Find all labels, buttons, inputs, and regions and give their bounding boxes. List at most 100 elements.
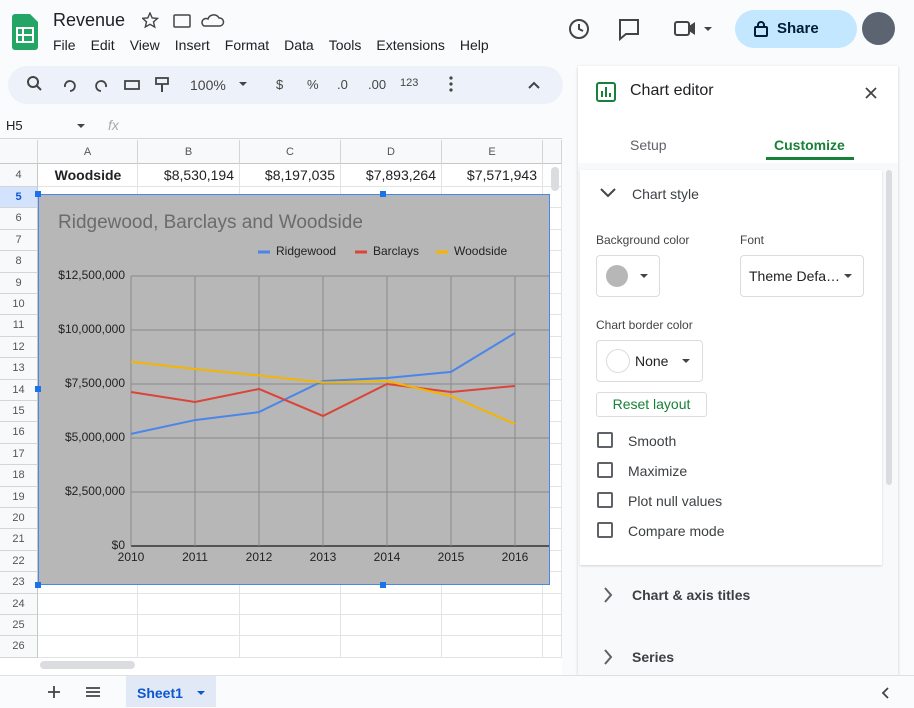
swatch bbox=[606, 349, 630, 373]
toolbar-button[interactable]: $ bbox=[276, 77, 284, 92]
grid-cell bbox=[341, 636, 442, 658]
toolbar-button[interactable]: % bbox=[307, 77, 319, 92]
menu-item[interactable]: Tools bbox=[328, 37, 362, 53]
row-header: 7 bbox=[0, 229, 38, 252]
close-button[interactable] bbox=[864, 86, 878, 100]
font-select[interactable]: Theme Defa… bbox=[740, 255, 864, 297]
grid-cell bbox=[38, 164, 138, 187]
handle[interactable] bbox=[35, 582, 41, 588]
chart[interactable]: Ridgewood, Barclays and Woodside $0 $2,50… bbox=[38, 194, 550, 585]
sheet-tab-label: Sheet1 bbox=[137, 685, 183, 701]
doc-title[interactable]: Revenue bbox=[53, 10, 126, 30]
expand-icon[interactable] bbox=[603, 649, 613, 665]
checkbox[interactable] bbox=[597, 522, 613, 538]
legend-label: Ridgewood bbox=[276, 244, 336, 258]
x-tick-label: 2010 bbox=[118, 550, 145, 564]
top-icons[interactable] bbox=[567, 16, 717, 42]
avatar[interactable] bbox=[862, 12, 895, 45]
handle[interactable] bbox=[35, 191, 41, 197]
row-header: 6 bbox=[0, 208, 38, 230]
section-title[interactable]: Chart & axis titles bbox=[632, 587, 751, 603]
handle[interactable] bbox=[380, 582, 386, 588]
v-scrollbar[interactable] bbox=[551, 167, 559, 191]
border-select[interactable]: None bbox=[596, 340, 703, 382]
cell-text[interactable]: $8,530,194 bbox=[163, 167, 234, 183]
style-card bbox=[580, 170, 882, 565]
section-title[interactable]: Chart style bbox=[632, 186, 699, 202]
toolbar-button[interactable]: .00 bbox=[368, 77, 387, 92]
tab[interactable]: Customize bbox=[774, 137, 845, 153]
menu-item[interactable]: Extensions bbox=[376, 37, 445, 53]
grid-cell bbox=[543, 379, 562, 401]
bg-color-picker[interactable] bbox=[596, 255, 660, 297]
toolbar-more[interactable] bbox=[444, 74, 554, 94]
toolbar-icons[interactable] bbox=[26, 75, 176, 95]
menu-item[interactable]: Format bbox=[224, 37, 270, 53]
grid-cell bbox=[38, 636, 138, 658]
menu-item[interactable]: Data bbox=[284, 37, 314, 53]
handle[interactable] bbox=[35, 386, 41, 392]
section-title[interactable]: Series bbox=[632, 649, 675, 665]
share-button[interactable]: Share bbox=[735, 10, 857, 48]
row-header: 15 bbox=[0, 401, 38, 423]
divider bbox=[0, 138, 562, 139]
cell-text[interactable]: Woodside bbox=[54, 167, 122, 183]
grid-cell bbox=[341, 593, 442, 615]
grid-cell bbox=[543, 465, 562, 487]
title-icons[interactable] bbox=[142, 12, 228, 30]
checkbox-label: Smooth bbox=[628, 433, 677, 449]
editor-scrollbar[interactable] bbox=[886, 170, 892, 485]
menu-item[interactable]: File bbox=[53, 37, 76, 53]
legend-label: Woodside bbox=[454, 244, 507, 258]
cell-text[interactable]: $7,571,943 bbox=[466, 167, 537, 183]
row-header: 5 bbox=[0, 187, 38, 209]
cell-text[interactable]: $7,893,264 bbox=[365, 167, 436, 183]
checkbox[interactable] bbox=[597, 492, 613, 508]
y-tick-label: $5,000,000 bbox=[65, 430, 125, 444]
tab-indicator bbox=[766, 157, 854, 160]
row-header: 21 bbox=[0, 529, 38, 551]
series-line bbox=[130, 360, 516, 425]
sheet-tab[interactable]: Sheet1 bbox=[126, 676, 216, 707]
grid-cell bbox=[543, 336, 562, 359]
y-tick-label: $2,500,000 bbox=[65, 484, 125, 498]
h-scrollbar[interactable] bbox=[40, 661, 135, 669]
collapse-sidebar[interactable] bbox=[880, 687, 890, 699]
name-box[interactable]: H5 bbox=[6, 118, 23, 133]
grid-cell bbox=[442, 164, 543, 187]
column-header bbox=[543, 140, 562, 164]
arrow bbox=[640, 274, 648, 278]
expand-icon[interactable] bbox=[603, 587, 613, 603]
checkbox[interactable] bbox=[597, 432, 613, 448]
row-header: 19 bbox=[0, 486, 38, 508]
chart-title: Ridgewood, Barclays and Woodside bbox=[58, 212, 363, 233]
zoom[interactable]: 100% bbox=[190, 77, 226, 93]
grid-cell bbox=[240, 164, 341, 187]
menu-item[interactable]: View bbox=[129, 37, 160, 53]
row-header: 11 bbox=[0, 315, 38, 337]
menu-item[interactable]: Help bbox=[459, 37, 489, 53]
sheets-logo[interactable] bbox=[12, 14, 38, 50]
collapse-icon[interactable] bbox=[600, 187, 616, 199]
column-header: D bbox=[341, 140, 442, 164]
grid-cell bbox=[543, 486, 562, 508]
grid-cell bbox=[543, 208, 562, 230]
footer-icons[interactable] bbox=[46, 685, 106, 699]
x-tick-label: 2013 bbox=[310, 550, 337, 564]
toolbar bbox=[8, 66, 563, 104]
field-label: Font bbox=[740, 233, 765, 247]
checkbox[interactable] bbox=[597, 462, 613, 478]
tab[interactable]: Setup bbox=[630, 137, 667, 153]
toolbar-button[interactable]: 123 bbox=[400, 77, 419, 89]
menu-item[interactable]: Insert bbox=[174, 37, 210, 53]
menu-item[interactable]: Edit bbox=[90, 37, 115, 53]
cell-text[interactable]: $8,197,035 bbox=[264, 167, 335, 183]
x-tick-label: 2014 bbox=[374, 550, 401, 564]
handle[interactable] bbox=[380, 191, 386, 197]
row-header: 8 bbox=[0, 251, 38, 273]
row-header: 22 bbox=[0, 550, 38, 573]
name-box-arrow bbox=[77, 124, 85, 128]
row-header: 24 bbox=[0, 593, 38, 615]
toolbar-button[interactable]: .0 bbox=[337, 77, 348, 92]
reset-button[interactable]: Reset layout bbox=[596, 392, 707, 417]
